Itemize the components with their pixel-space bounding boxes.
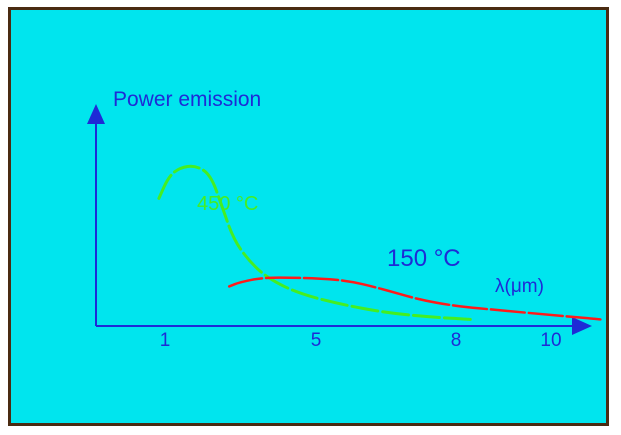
y-axis-arrow xyxy=(87,104,105,124)
series-line-1 xyxy=(227,276,602,321)
series-line-0 xyxy=(157,164,472,321)
series-label-450c: 450 °C xyxy=(197,193,259,215)
x-axis-arrow xyxy=(572,317,592,335)
x-tick-10: 10 xyxy=(540,330,562,351)
x-tick-1: 1 xyxy=(159,330,171,351)
x-tick-5: 5 xyxy=(310,330,322,351)
x-tick-8: 8 xyxy=(450,330,462,351)
y-axis-label: Power emission xyxy=(113,88,262,111)
x-axis-label: λ(μm) xyxy=(495,276,544,297)
chart-frame xyxy=(8,7,609,426)
series-label-150c: 150 °C xyxy=(387,245,461,272)
